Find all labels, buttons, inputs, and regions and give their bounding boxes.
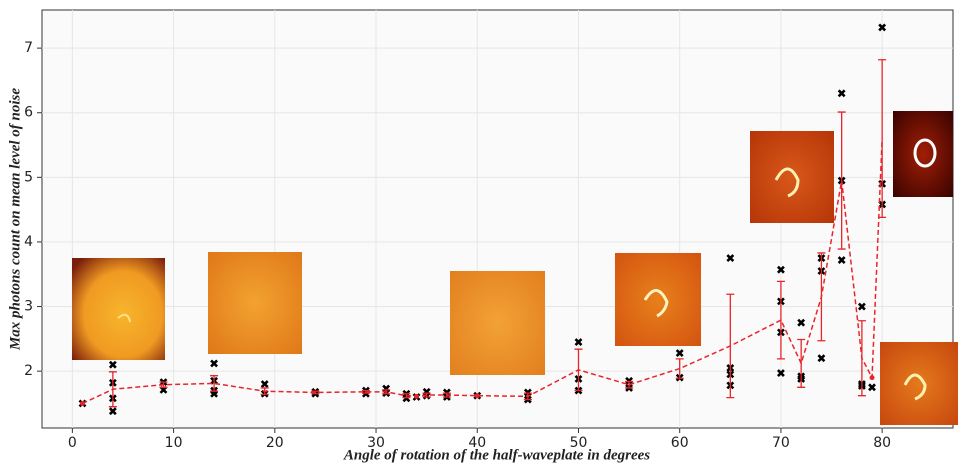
error-bar (776, 280, 785, 360)
inset-image (893, 111, 953, 197)
inset-image (72, 258, 165, 360)
image-insets (72, 111, 958, 425)
error-bar (523, 392, 532, 401)
y-tick-label: 7 (24, 40, 33, 56)
x-tick-label: 50 (570, 435, 588, 451)
error-bar (108, 371, 117, 408)
error-bar (402, 393, 411, 399)
error-bar (675, 358, 684, 379)
inset-image (615, 253, 701, 346)
mean-point (869, 375, 875, 381)
inset-feature (774, 167, 800, 198)
error-bar (837, 111, 846, 250)
error-bar (382, 389, 391, 395)
x-tick-label: 40 (468, 435, 486, 451)
data-point (108, 360, 117, 369)
error-bar (817, 252, 826, 342)
inset-feature (643, 289, 669, 318)
x-tick-label: 10 (165, 435, 183, 451)
data-point (878, 23, 887, 32)
error-bar (726, 293, 735, 399)
x-tick-label: 0 (68, 435, 77, 451)
error-bar (311, 390, 320, 395)
data-point (108, 407, 117, 416)
data-point (777, 369, 785, 378)
data-point (675, 349, 684, 357)
y-tick-label: 2 (24, 363, 33, 379)
error-bar (574, 348, 583, 392)
inset-feature (913, 138, 937, 168)
error-bar (260, 387, 269, 396)
error-bar (442, 392, 451, 398)
data-point (837, 256, 846, 264)
data-point (777, 265, 785, 274)
data-point (797, 318, 806, 327)
y-tick-label: 6 (24, 105, 33, 121)
error-bar (422, 392, 431, 398)
inset-image (750, 131, 834, 223)
x-axis-label: Angle of rotation of the half-waveplate … (343, 447, 650, 463)
x-tick-label: 80 (873, 435, 891, 451)
x-tick-label: 60 (671, 435, 689, 451)
data-point (260, 380, 269, 388)
error-bar (797, 338, 806, 388)
x-tick-label: 20 (266, 435, 284, 451)
error-bar (625, 380, 634, 389)
data-point (857, 302, 866, 311)
inset-image (208, 252, 302, 354)
data-point (210, 359, 218, 368)
y-tick-label: 3 (24, 299, 33, 315)
inset-image (450, 271, 545, 375)
error-bar (361, 389, 370, 394)
y-tick-label: 4 (24, 234, 33, 250)
mean-point (79, 400, 85, 406)
data-layer (78, 23, 887, 416)
inset-feature (117, 313, 131, 323)
y-tick-label: 5 (24, 169, 33, 185)
error-bar (210, 375, 219, 392)
mean-point (414, 393, 420, 399)
y-axis-label: Max photons count on mean level of noise (7, 88, 23, 351)
x-tick-label: 30 (367, 435, 385, 451)
data-point (726, 254, 735, 263)
data-point (817, 354, 826, 363)
data-point (574, 338, 583, 346)
data-point (837, 89, 846, 98)
x-tick-label: 70 (772, 435, 790, 451)
mean-point (474, 393, 480, 399)
data-point (868, 383, 876, 392)
error-bar (857, 320, 866, 397)
error-bar (159, 381, 168, 388)
inset-image (880, 342, 958, 425)
error-bar (878, 59, 887, 219)
inset-feature (903, 373, 927, 401)
